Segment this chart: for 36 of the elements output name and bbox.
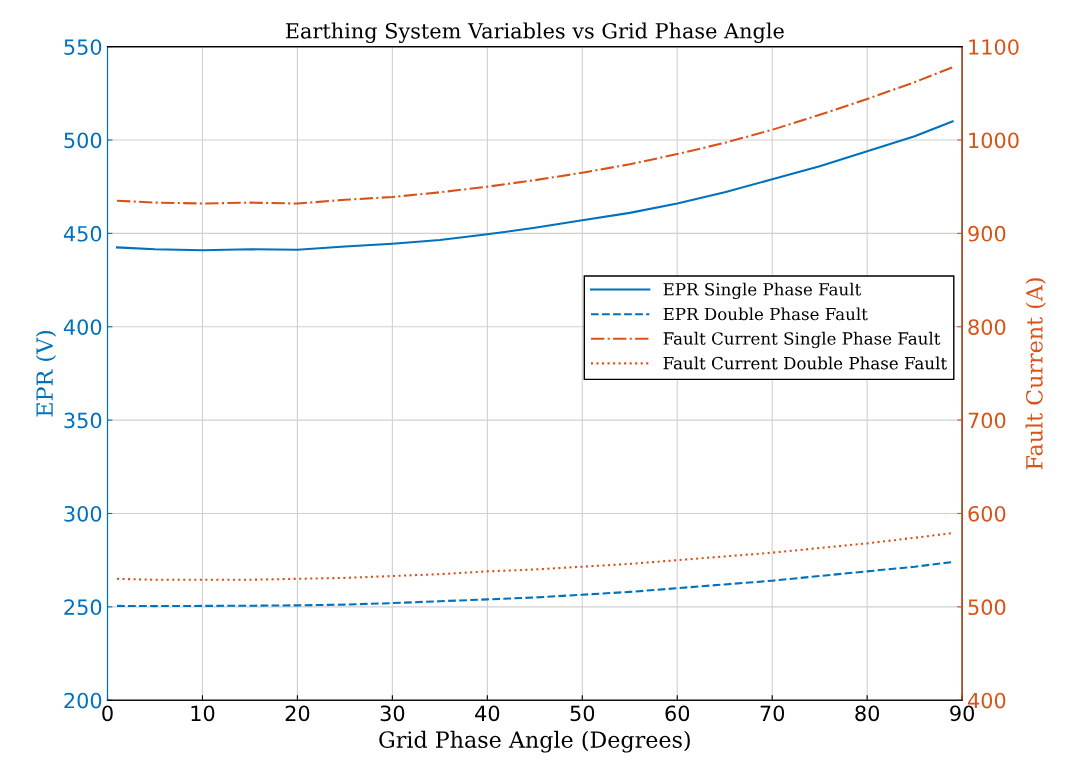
x-tick-label: 50 bbox=[570, 705, 595, 722]
legend-label: EPR Double Phase Fault bbox=[663, 307, 868, 321]
line-series bbox=[115, 560, 954, 608]
y2-tick-label: 1000 bbox=[969, 132, 1019, 149]
legend-label: EPR Single Phase Fault bbox=[663, 282, 862, 300]
y-tick-label: 200 bbox=[64, 692, 102, 709]
x-tick-label: 30 bbox=[380, 705, 405, 722]
y2-tick-label: 500 bbox=[968, 599, 1006, 616]
y-tick-label: 300 bbox=[64, 505, 102, 522]
line-series bbox=[115, 532, 954, 581]
y2-axis-title: Fault Current (A) bbox=[1025, 278, 1046, 470]
y2-tick-label: 700 bbox=[968, 412, 1006, 429]
y2-tick-label: 600 bbox=[968, 505, 1006, 522]
x-tick-label: 40 bbox=[475, 705, 500, 722]
line-series bbox=[115, 120, 954, 252]
y-axis-title: EPR (V) bbox=[35, 331, 57, 417]
x-tick-label: 60 bbox=[665, 705, 690, 722]
x-tick-label: 80 bbox=[855, 705, 880, 722]
legend-label: Fault Current Single Phase Fault bbox=[663, 331, 941, 349]
y-tick-label: 350 bbox=[64, 412, 102, 429]
chart-title: Earthing System Variables vs Grid Phase Angle bbox=[285, 22, 784, 43]
y-tick-label: 550 bbox=[64, 39, 102, 55]
y2-tick-label: 1100 bbox=[969, 39, 1019, 55]
y2-tick-label: 900 bbox=[968, 225, 1006, 242]
line-series bbox=[115, 66, 954, 205]
x-tick-label: 10 bbox=[191, 705, 215, 722]
y-tick-label: 450 bbox=[63, 225, 102, 242]
x-tick-label: 70 bbox=[760, 705, 785, 722]
y-tick-label: 250 bbox=[64, 599, 102, 616]
y-tick-label: 500 bbox=[64, 132, 102, 149]
x-tick-label: 0 bbox=[102, 705, 113, 722]
y2-tick-label: 800 bbox=[968, 319, 1006, 335]
legend-label: Fault Current Double Phase Fault bbox=[663, 356, 947, 370]
x-axis-title: Grid Phase Angle (Degrees) bbox=[379, 730, 690, 753]
x-tick-label: 20 bbox=[285, 705, 310, 722]
y-tick-label: 400 bbox=[63, 319, 102, 335]
